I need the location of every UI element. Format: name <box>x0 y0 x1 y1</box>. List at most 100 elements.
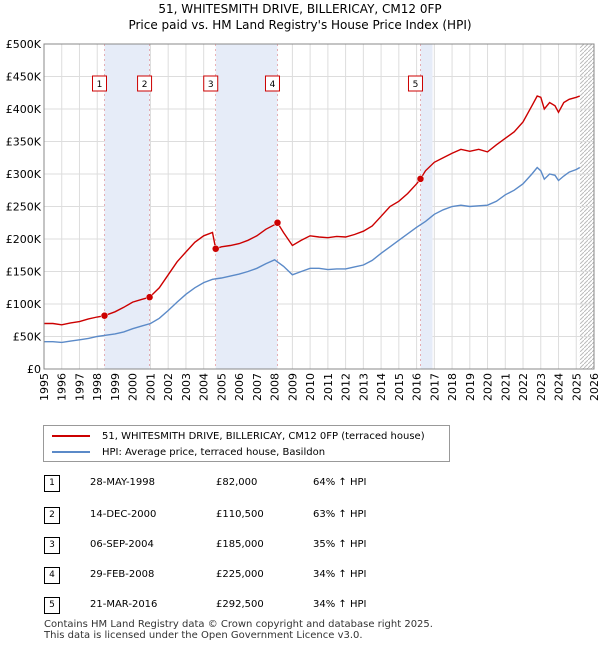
x-tick-label: 2017 <box>428 373 441 401</box>
sale-point-marker <box>416 175 425 183</box>
footer: Contains HM Land Registry data © Crown c… <box>44 619 433 641</box>
sale-label-number: 2 <box>142 80 148 90</box>
sale-hpi-diff: 35% ↑ HPI <box>313 539 367 550</box>
x-tick-label: 2022 <box>517 373 530 401</box>
sale-point-marker <box>211 245 220 253</box>
plot-border <box>43 43 595 370</box>
sale-price: £185,000 <box>216 539 264 550</box>
y-tick-label: £200K <box>6 233 42 246</box>
x-tick-label: 2001 <box>144 373 157 401</box>
sale-price: £110,500 <box>216 509 264 520</box>
sale-label-number: 3 <box>208 80 214 90</box>
x-tick-label: 2002 <box>162 373 175 401</box>
sale-price: £292,500 <box>216 599 264 610</box>
sale-hpi-diff: 63% ↑ HPI <box>313 509 367 520</box>
y-tick-label: £0 <box>27 363 41 376</box>
legend-swatch-property <box>52 435 90 437</box>
x-tick-label: 1996 <box>56 373 69 401</box>
x-tick-label: 2008 <box>269 373 282 401</box>
y-tick-label: £50K <box>13 331 42 344</box>
sale-point-marker <box>273 219 282 227</box>
x-tick-label: 2010 <box>304 373 317 401</box>
y-tick-label: £250K <box>6 201 42 214</box>
sale-number-badge: 2 <box>44 507 60 524</box>
shaded-period <box>104 44 150 369</box>
sale-row: 4 29-FEB-2008 £225,000 34% ↑ HPI <box>0 567 600 587</box>
sale-label-box <box>92 75 107 92</box>
sale-label-box <box>137 75 153 92</box>
sale-row: 1 28-MAY-1998 £82,000 64% ↑ HPI <box>0 475 600 495</box>
x-tick-label: 2007 <box>251 373 264 401</box>
sale-period-shading <box>104 44 433 369</box>
sale-row: 3 06-SEP-2004 £185,000 35% ↑ HPI <box>0 537 600 557</box>
sale-number-badge: 4 <box>44 567 60 584</box>
sale-point-marker <box>145 293 154 301</box>
sale-price: £225,000 <box>216 569 264 580</box>
sale-hpi-diff: 64% ↑ HPI <box>313 477 367 488</box>
y-tick-label: £150K <box>6 266 42 279</box>
price-chart: 51, WHITESMITH DRIVE, BILLERICAY, CM12 0… <box>6 2 600 401</box>
sale-hpi-diff: 34% ↑ HPI <box>313 569 367 580</box>
sale-date: 21-MAR-2016 <box>90 599 158 610</box>
x-tick-label: 1997 <box>73 373 86 401</box>
sale-row: 5 21-MAR-2016 £292,500 34% ↑ HPI <box>0 597 600 617</box>
x-tick-label: 2005 <box>215 373 228 401</box>
hpi-line <box>44 166 581 344</box>
chart-title-line1: 51, WHITESMITH DRIVE, BILLERICAY, CM12 0… <box>158 2 441 16</box>
sale-number-badge: 5 <box>44 597 60 614</box>
shaded-period <box>215 44 278 369</box>
x-tick-label: 2019 <box>464 373 477 401</box>
y-tick-label: £100K <box>6 298 42 311</box>
footer-copyright: Contains HM Land Registry data © Crown c… <box>44 619 433 630</box>
sale-label-box <box>407 75 423 92</box>
legend-label-hpi: HPI: Average price, terraced house, Basi… <box>102 446 326 458</box>
sale-point-marker <box>100 311 109 320</box>
shaded-period <box>420 44 433 369</box>
x-tick-label: 1998 <box>91 373 104 401</box>
x-tick-label: 2011 <box>322 373 335 401</box>
sale-label-number: 1 <box>97 80 103 90</box>
sale-label-box <box>203 75 219 92</box>
x-tick-label: 2024 <box>553 373 566 401</box>
x-tick-label: 2015 <box>393 373 406 401</box>
legend-item-hpi: HPI: Average price, terraced house, Basi… <box>52 445 325 459</box>
sale-markers: 1 2 3 4 5 <box>92 75 425 320</box>
x-tick-label: 1995 <box>38 373 51 401</box>
series-lines <box>44 95 581 344</box>
x-tick-label: 2009 <box>286 373 299 401</box>
legend-label-property: 51, WHITESMITH DRIVE, BILLERICAY, CM12 0… <box>102 430 425 442</box>
sale-label-box <box>264 75 280 92</box>
x-tick-label: 2020 <box>482 373 495 401</box>
sale-date: 06-SEP-2004 <box>90 539 154 550</box>
sale-date: 29-FEB-2008 <box>90 569 155 580</box>
sale-date: 28-MAY-1998 <box>90 477 156 488</box>
sale-number-badge: 3 <box>44 537 60 554</box>
chart-title-line2: Price paid vs. HM Land Registry's House … <box>128 18 471 32</box>
sale-row: 2 14-DEC-2000 £110,500 63% ↑ HPI <box>0 507 600 527</box>
legend-item-property: 51, WHITESMITH DRIVE, BILLERICAY, CM12 0… <box>52 429 425 443</box>
legend-swatch-hpi <box>52 451 90 453</box>
x-tick-label: 2014 <box>375 373 388 401</box>
x-tick-label: 2026 <box>588 373 600 401</box>
x-tick-label: 2006 <box>233 373 246 401</box>
x-tick-label: 2003 <box>180 373 193 401</box>
footer-licence: This data is licensed under the Open Gov… <box>44 630 363 641</box>
x-tick-label: 2012 <box>340 373 353 401</box>
y-tick-label: £400K <box>6 103 42 116</box>
x-tick-label: 2013 <box>357 373 370 401</box>
property-price-line <box>44 95 581 326</box>
x-tick-label: 2018 <box>446 373 459 401</box>
y-tick-label: £350K <box>6 136 42 149</box>
sale-label-number: 5 <box>413 80 419 90</box>
y-tick-label: £450K <box>6 71 42 84</box>
x-tick-label: 2021 <box>499 373 512 401</box>
sale-price: £82,000 <box>216 477 258 488</box>
x-tick-label: 2023 <box>535 373 548 401</box>
y-tick-label: £300K <box>6 168 42 181</box>
x-tick-label: 1999 <box>109 373 122 401</box>
sale-date: 14-DEC-2000 <box>90 509 157 520</box>
axes: £0 £50K £100K £150K £200K £250K £300K £350K £400… <box>6 38 600 401</box>
sale-number-badge: 1 <box>44 475 60 492</box>
x-tick-label: 2000 <box>127 373 140 401</box>
legend: 51, WHITESMITH DRIVE, BILLERICAY, CM12 0… <box>43 425 450 462</box>
